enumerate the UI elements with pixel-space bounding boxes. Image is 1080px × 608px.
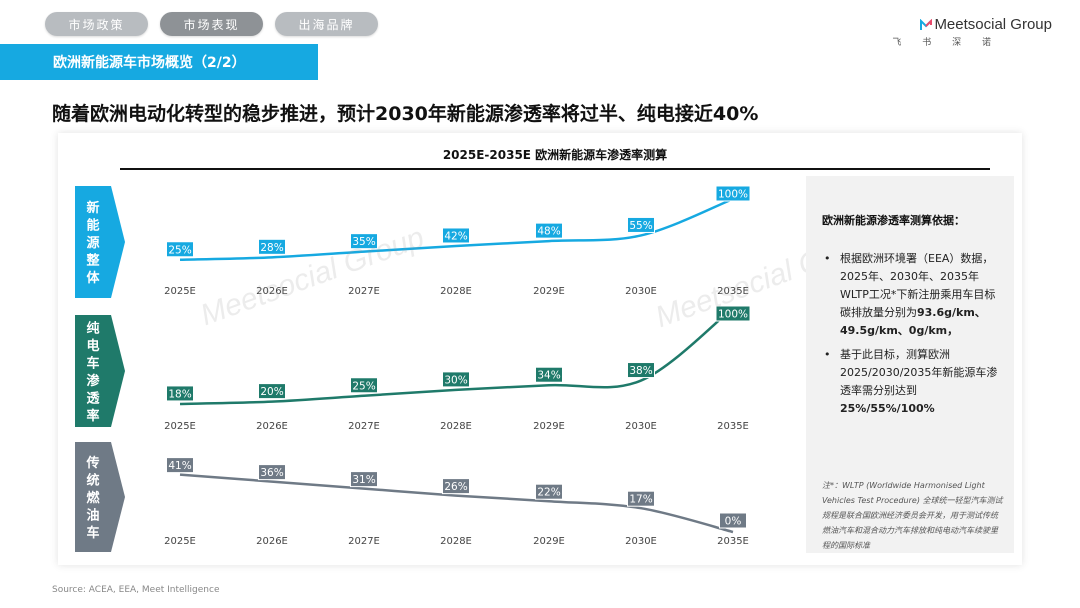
top-nav: 市场政策 市场表现 出海品牌: [45, 12, 378, 36]
x-tick-label-2-6: 2035E: [717, 536, 749, 547]
series-line-1: [179, 307, 734, 406]
value-box-1-5: [627, 362, 655, 379]
x-tick-label-2-1: 2026E: [256, 536, 288, 547]
value-label-2-2: 31%: [352, 474, 375, 486]
x-tick-label-1-2: 2027E: [348, 421, 380, 432]
value-label-1-4: 34%: [537, 370, 560, 382]
value-label-1-6: 100%: [718, 309, 748, 321]
section-title: 欧洲新能源车市场概览（2/2）: [53, 55, 246, 71]
note-item-estimate-values: 25%/55%/100%: [840, 402, 935, 415]
value-label-2-5: 17%: [629, 494, 652, 506]
source-note: Source: ACEA, EEA, Meet Intelligence: [52, 585, 220, 595]
page-headline: 随着欧洲电动化转型的稳步推进，预计2030年新能源渗透率将过半、纯电接近40%: [52, 103, 759, 125]
note-item-eea-values: 93.6g/km、49.5g/km、0g/km，: [840, 306, 986, 337]
chart-title-rule: [120, 168, 990, 170]
x-tick-label-0-3: 2028E: [440, 286, 472, 297]
value-label-2-1: 36%: [260, 467, 283, 479]
series-label-1: 纯电车渗透率: [86, 320, 100, 424]
value-label-1-5: 38%: [629, 365, 652, 377]
series-label-arrow-1: [75, 315, 125, 427]
note-item-estimate: 基于此目标，测算欧洲2025/2030/2035年新能源车渗透率需分别达到 25%…: [822, 346, 1000, 418]
x-tick-label-1-0: 2025E: [164, 421, 196, 432]
value-box-0-0: [166, 241, 194, 258]
value-box-0-2: [350, 233, 378, 250]
series-line-0: [179, 197, 734, 261]
value-label-0-2: 35%: [352, 236, 375, 248]
section-title-bar: 欧洲新能源车市场概览（2/2）: [0, 44, 318, 80]
note-item-eea: 根据欧洲环境署（EEA）数据，2025年、2030年、2035年WLTP工况*下…: [822, 250, 1000, 340]
value-label-0-6: 100%: [718, 189, 748, 201]
value-box-2-2: [350, 471, 378, 488]
x-tick-label-0-4: 2029E: [533, 286, 565, 297]
x-tick-label-0-5: 2030E: [625, 286, 657, 297]
x-tick-label-0-2: 2027E: [348, 286, 380, 297]
value-box-1-1: [258, 383, 286, 400]
value-box-0-5: [627, 216, 655, 233]
value-box-1-2: [350, 377, 378, 394]
value-box-2-5: [627, 490, 655, 507]
value-label-1-3: 30%: [444, 374, 467, 386]
x-tick-label-1-5: 2030E: [625, 421, 657, 432]
value-box-2-3: [442, 478, 470, 495]
x-tick-label-2-4: 2029E: [533, 536, 565, 547]
x-tick-label-2-3: 2028E: [440, 536, 472, 547]
brand-logo: Meetsocial Group 飞 书 深 诺: [892, 16, 1052, 48]
value-label-0-0: 25%: [168, 244, 191, 256]
value-box-0-4: [535, 222, 563, 239]
x-tick-label-1-1: 2026E: [256, 421, 288, 432]
logo-mark-icon: [920, 18, 933, 30]
x-tick-label-0-6: 2035E: [717, 286, 749, 297]
value-box-2-0: [166, 457, 194, 474]
value-box-1-3: [442, 371, 470, 388]
series-label-arrow-0: [75, 186, 125, 298]
nav-tab-market-policy[interactable]: 市场政策: [45, 12, 148, 36]
value-label-2-0: 41%: [168, 460, 191, 472]
x-tick-label-2-0: 2025E: [164, 536, 196, 547]
x-tick-label-2-2: 2027E: [348, 536, 380, 547]
value-label-0-3: 42%: [444, 230, 467, 242]
series-line-2: [179, 473, 734, 534]
value-box-1-0: [166, 385, 194, 402]
value-box-0-3: [442, 227, 470, 244]
note-item-estimate-text: 基于此目标，测算欧洲2025/2030/2035年新能源车渗透率需分别达到: [840, 348, 998, 397]
logo-text: Meetsocial Group: [934, 16, 1052, 33]
x-tick-label-1-3: 2028E: [440, 421, 472, 432]
value-box-0-6: [715, 185, 751, 202]
note-title: 欧洲新能源渗透率测算依据：: [822, 214, 965, 227]
note-item-eea-text: 根据欧洲环境署（EEA）数据，2025年、2030年、2035年WLTP工况*下…: [840, 252, 996, 319]
series-label-0: 新能源整体: [85, 200, 100, 286]
methodology-note: 欧洲新能源渗透率测算依据： 根据欧洲环境署（EEA）数据，2025年、2030年…: [806, 176, 1014, 553]
note-footnote: 注*：WLTP (Worldwide Harmonised Light Vehi…: [822, 481, 1003, 550]
x-tick-label-1-4: 2029E: [533, 421, 565, 432]
value-label-0-1: 28%: [260, 242, 283, 254]
value-label-1-0: 18%: [168, 388, 191, 400]
value-label-1-1: 20%: [260, 386, 283, 398]
value-label-0-5: 55%: [629, 220, 652, 232]
logo-subtext: 飞 书 深 诺: [892, 38, 1000, 48]
chart-title: 2025E-2035E 欧洲新能源车渗透率测算: [442, 148, 668, 162]
note-list: 根据欧洲环境署（EEA）数据，2025年、2030年、2035年WLTP工况*下…: [822, 250, 1000, 418]
x-tick-label-1-6: 2035E: [717, 421, 749, 432]
x-tick-label-0-0: 2025E: [164, 286, 196, 297]
value-box-1-4: [535, 366, 563, 383]
value-box-2-4: [535, 483, 563, 500]
x-tick-label-2-5: 2030E: [625, 536, 657, 547]
value-label-0-4: 48%: [537, 226, 560, 238]
value-box-0-1: [258, 238, 286, 255]
nav-tab-overseas-brands[interactable]: 出海品牌: [275, 12, 378, 36]
value-label-2-3: 26%: [444, 481, 467, 493]
x-tick-label-0-1: 2026E: [256, 286, 288, 297]
series-label-arrow-2: [75, 442, 125, 552]
value-box-2-1: [258, 464, 286, 481]
nav-tab-market-performance[interactable]: 市场表现: [160, 12, 263, 36]
value-box-1-6: [715, 305, 751, 322]
value-box-2-6: [719, 512, 747, 529]
value-label-1-2: 25%: [352, 380, 375, 392]
value-label-2-4: 22%: [537, 487, 560, 499]
value-label-2-6: 0%: [725, 516, 742, 528]
series-label-2: 传统燃油车: [85, 455, 100, 541]
